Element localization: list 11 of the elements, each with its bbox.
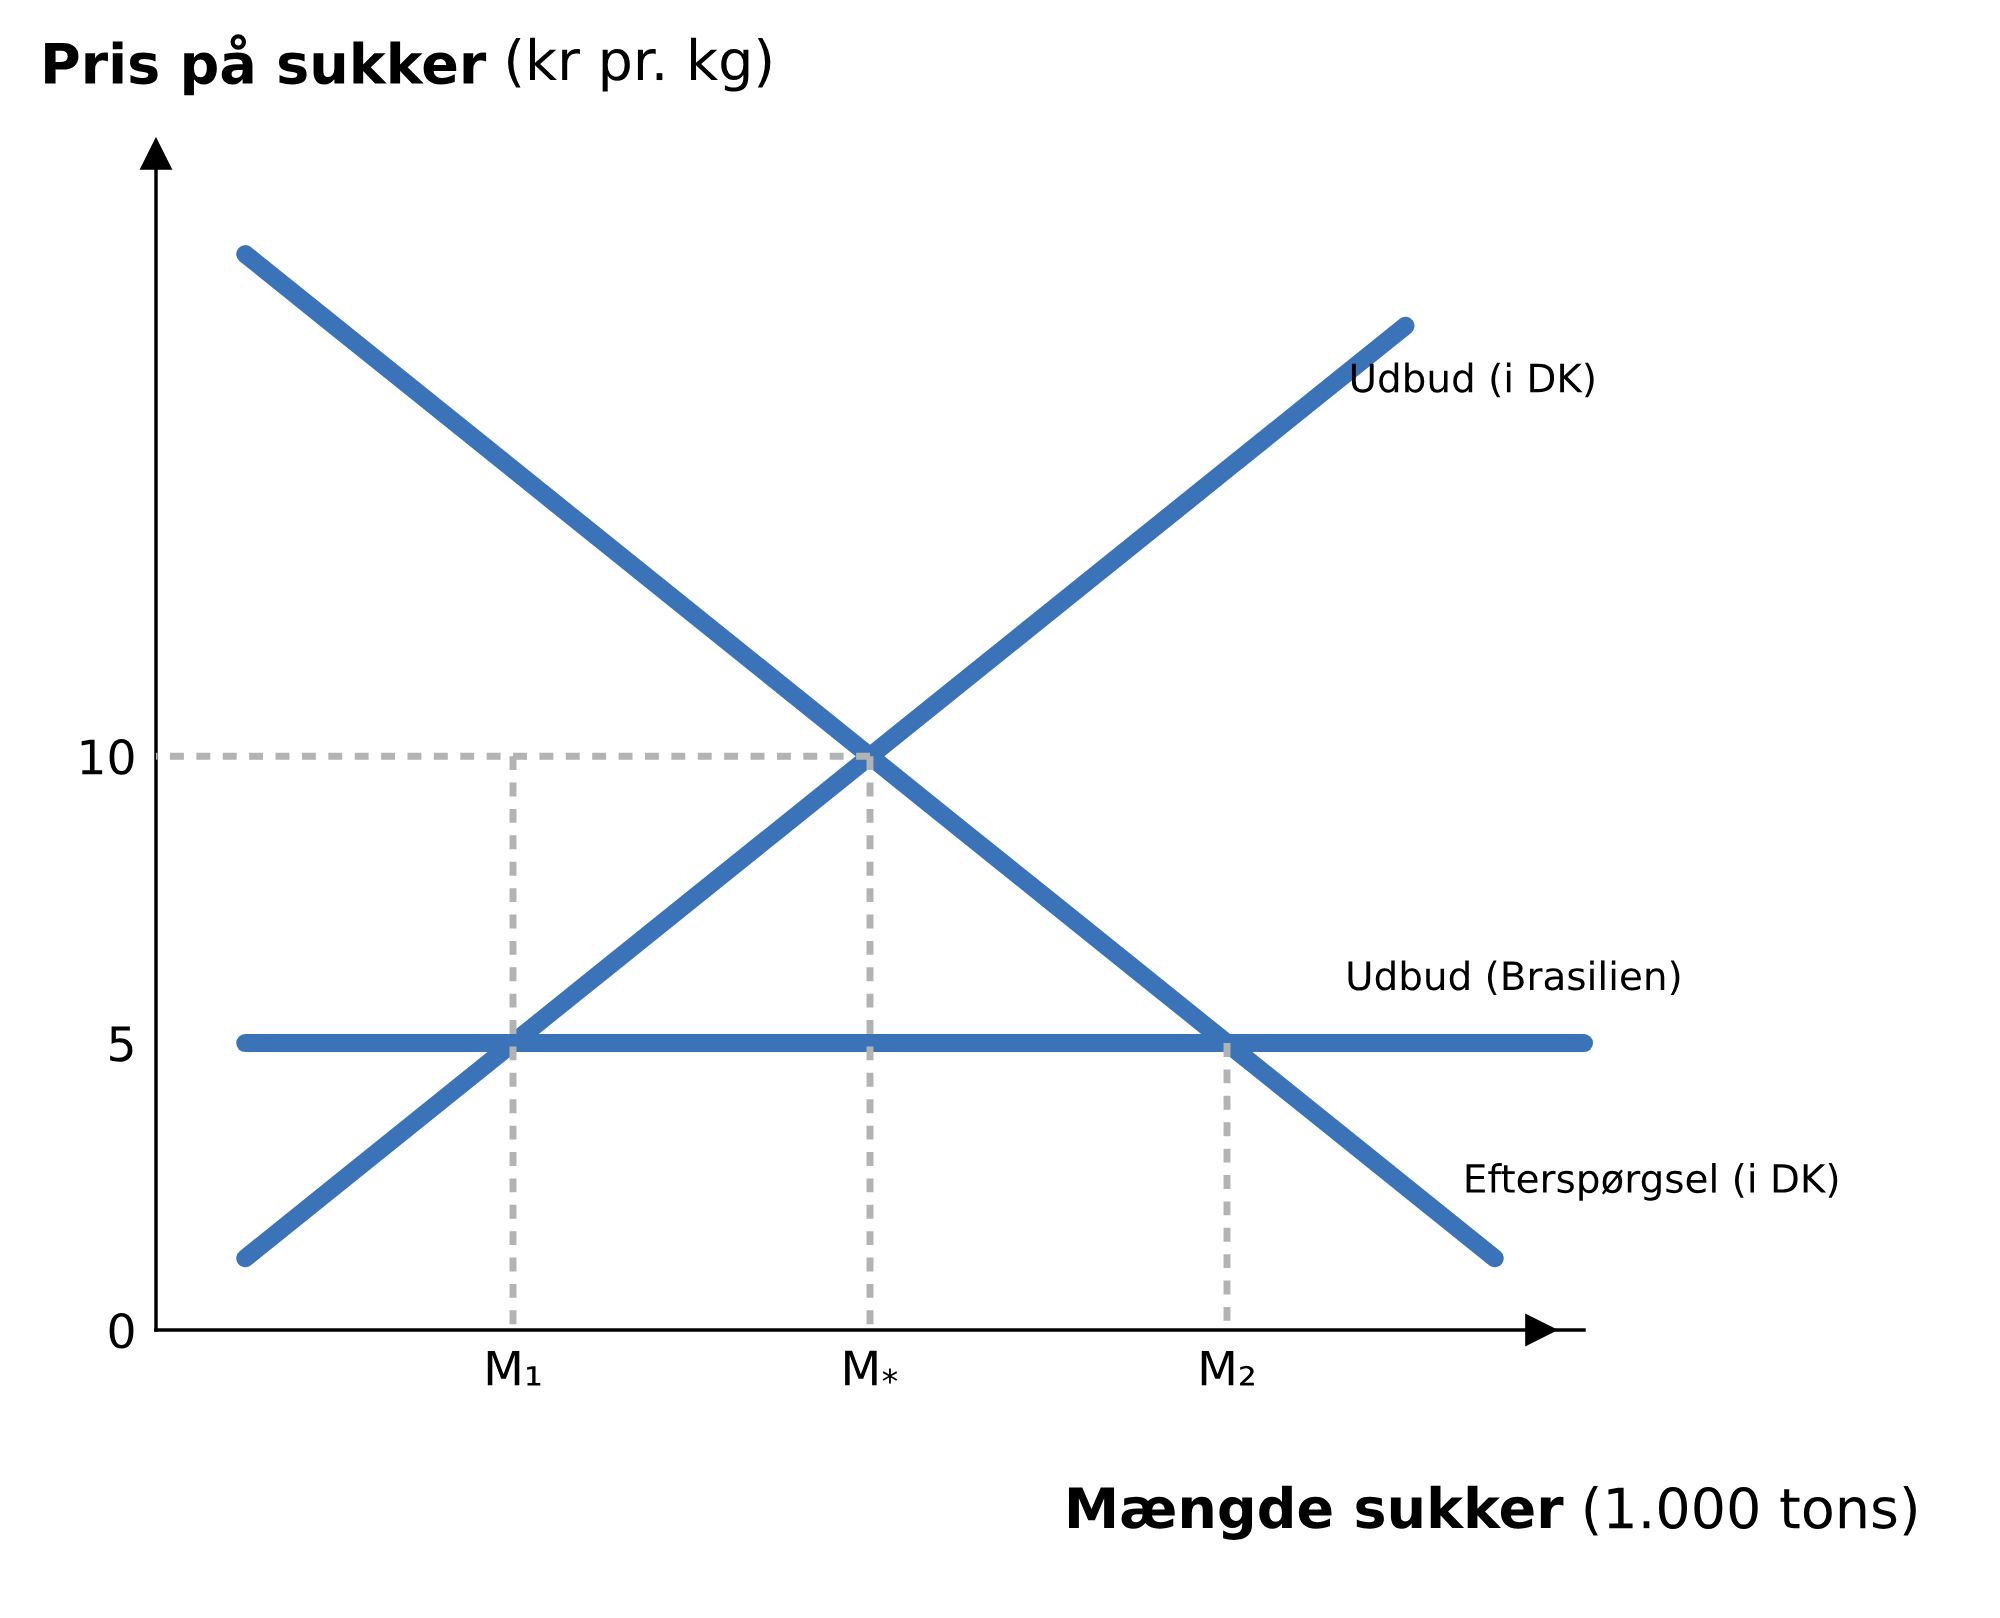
y-axis-title: Pris på sukker (kr pr. kg) [45, 34, 771, 96]
y-tick-label: 10 [81, 739, 134, 775]
series-label: Udbud (i DK) [1351, 362, 1594, 398]
x-axis-title: Mængde sukker (1.000 tons) [1068, 1485, 1916, 1540]
series-label: Efterspørgsel (i DK) [1466, 1163, 1838, 1201]
x-tick-label: M₂ [1201, 1350, 1254, 1386]
x-tick-label: M₁ [487, 1350, 541, 1386]
y-tick-label: 0 [109, 1312, 134, 1349]
y-tick-label: 5 [110, 1026, 133, 1062]
series-label: Udbud (Brasilien) [1348, 960, 1680, 996]
x-tick-label: M$_{*}$ [845, 1350, 898, 1386]
